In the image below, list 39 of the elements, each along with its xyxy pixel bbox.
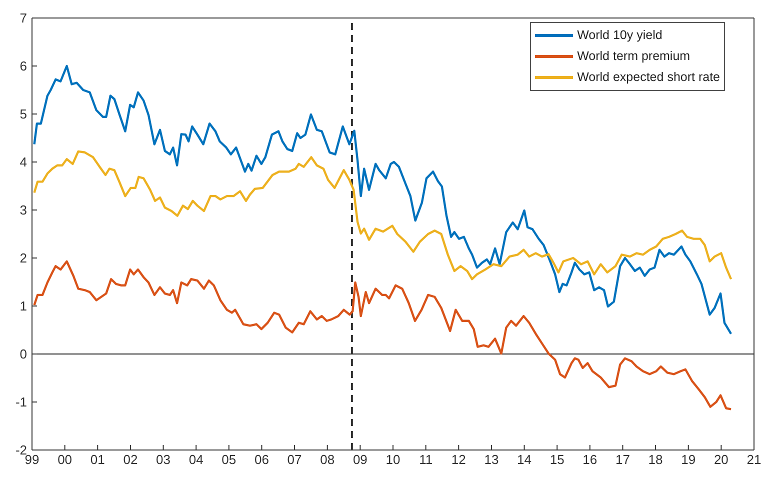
x-tick-label: 20 <box>714 452 728 468</box>
legend-label: World 10y yield <box>577 27 662 44</box>
x-tick-label: 16 <box>582 452 598 468</box>
x-tick-label: 15 <box>550 452 564 468</box>
x-tick-label: 12 <box>451 452 466 468</box>
x-tick-label: 19 <box>681 452 696 468</box>
y-tick-label: -2 <box>15 442 27 458</box>
y-tick-label: 1 <box>20 298 27 314</box>
x-tick-label: 09 <box>352 452 368 468</box>
x-tick-label: 02 <box>123 452 138 468</box>
y-tick-label: 0 <box>20 346 27 362</box>
line-series <box>33 64 732 335</box>
x-tick-label: 99 <box>24 452 40 468</box>
y-tick-label: 5 <box>20 106 27 122</box>
y-tick-label: 6 <box>20 58 27 74</box>
x-tick-label: 13 <box>484 452 499 468</box>
legend-label: World expected short rate <box>577 69 720 86</box>
y-tick-label: 7 <box>20 10 27 26</box>
x-tick-label: 00 <box>58 452 72 468</box>
line-series <box>33 150 732 280</box>
x-tick-label: 10 <box>386 452 400 468</box>
x-tick-label: 14 <box>517 452 532 468</box>
x-tick-label: 03 <box>156 452 171 468</box>
x-tick-label: 18 <box>648 452 663 468</box>
x-tick-label: 21 <box>746 452 762 468</box>
x-tick-label: 05 <box>222 452 236 468</box>
x-tick-label: 08 <box>320 452 335 468</box>
line-series <box>33 260 732 410</box>
legend-label: World term premium <box>577 48 690 65</box>
y-tick-label: 4 <box>20 154 27 170</box>
x-tick-label: 06 <box>254 452 269 468</box>
x-tick-label: 01 <box>90 452 105 468</box>
x-tick-label: 07 <box>287 452 302 468</box>
x-tick-label: 11 <box>419 452 433 468</box>
y-tick-label: -1 <box>15 394 27 410</box>
x-tick-label: 17 <box>615 452 630 468</box>
y-tick-label: 2 <box>20 250 27 266</box>
y-tick-label: 3 <box>20 202 27 218</box>
x-tick-label: 04 <box>188 452 204 468</box>
